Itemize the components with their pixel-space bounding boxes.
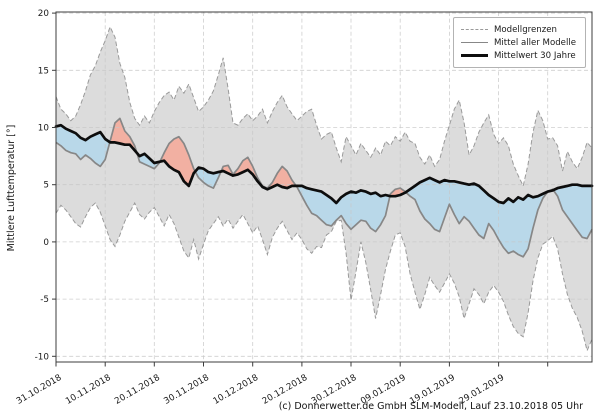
svg-text:10.11.2018: 10.11.2018 [64, 373, 113, 407]
legend-label: Mittel aller Modelle [494, 37, 577, 48]
svg-text:31.10.2018: 31.10.2018 [15, 373, 64, 407]
y-axis-title: Mittlere Lufttemperatur [°] [6, 124, 17, 252]
svg-text:10.12.2018: 10.12.2018 [212, 373, 261, 407]
source-caption: (c) Donnerwetter.de GmbH SLM-Modell, Lau… [278, 401, 583, 412]
svg-text:20.11.2018: 20.11.2018 [113, 373, 162, 407]
svg-text:-10: -10 [35, 352, 50, 362]
legend-item-modellgrenzen: Modellgrenzen [461, 23, 579, 36]
dashed-line-icon [461, 29, 488, 30]
svg-text:0: 0 [43, 238, 49, 248]
legend-item-mittelwert-30-jahre: Mittelwert 30 Jahre [461, 49, 579, 62]
svg-text:10: 10 [38, 124, 50, 134]
svg-text:5: 5 [43, 181, 49, 191]
black-line-icon [461, 54, 488, 57]
legend-label: Mittelwert 30 Jahre [494, 50, 576, 61]
legend: Modellgrenzen Mittel aller Modelle Mitte… [453, 17, 586, 68]
svg-text:-5: -5 [40, 295, 49, 305]
legend-label: Modellgrenzen [494, 24, 557, 35]
svg-text:15: 15 [38, 66, 49, 76]
svg-text:20: 20 [38, 9, 50, 19]
gray-line-icon [461, 42, 488, 43]
legend-item-mittel-aller-modelle: Mittel aller Modelle [461, 36, 579, 49]
svg-text:30.11.2018: 30.11.2018 [162, 373, 211, 407]
